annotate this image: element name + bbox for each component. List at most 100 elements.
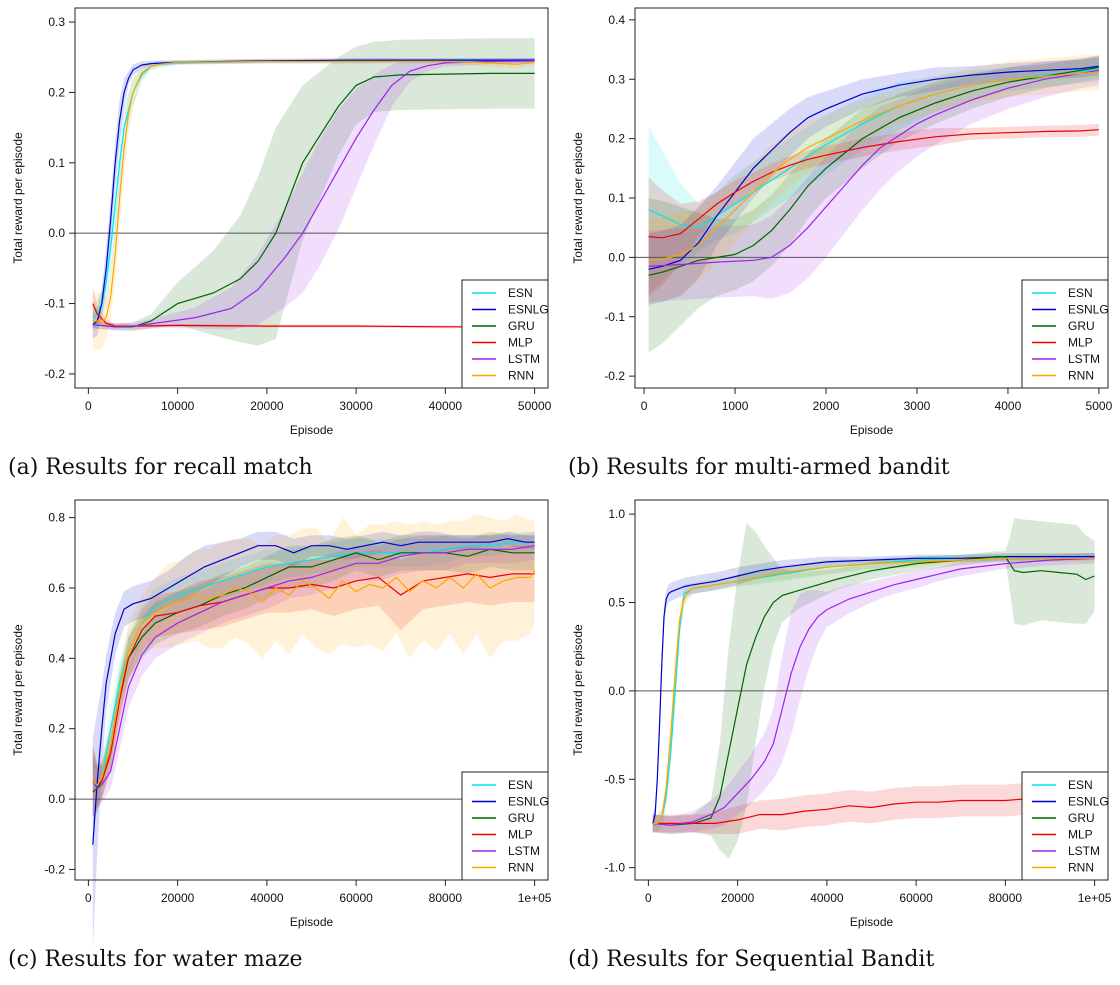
- legend: ESN ESNLG GRU MLP LSTM RNN: [461, 279, 549, 389]
- x-tick-label: 80000: [989, 891, 1023, 905]
- band-esn: [92, 531, 535, 817]
- legend-label-esnlg: ESNLG: [1068, 795, 1109, 809]
- y-tick-label: -0.1: [44, 297, 65, 311]
- legend-box: [1021, 771, 1109, 881]
- y-tick-label: 0.2: [48, 85, 65, 99]
- y-tick-label: -0.5: [604, 772, 625, 786]
- legend-label-esnlg: ESNLG: [508, 303, 549, 317]
- series-lines: [652, 555, 1095, 826]
- band-esnlg: [652, 553, 1095, 833]
- legend-label-esnlg: ESNLG: [1068, 303, 1109, 317]
- panel-c: 0 20000 40000 60000 80000 1e+05 -0.2 0.0 0.2 0.4 0…: [0, 492, 560, 984]
- x-tick-label: 80000: [429, 891, 463, 905]
- x-tick-label: 4000: [995, 399, 1022, 413]
- plot-frame: [74, 7, 549, 389]
- series-line-mlp: [648, 129, 1099, 239]
- legend-box: [1021, 279, 1109, 389]
- x-tick-label: 0: [641, 399, 648, 413]
- legend-label-lstm: LSTM: [508, 352, 540, 366]
- legend-label-esn: ESN: [1068, 778, 1093, 792]
- y-axis-title: Total reward per episode: [11, 624, 25, 756]
- band-lstm: [92, 58, 535, 331]
- y-tick-label: 0.8: [48, 511, 65, 525]
- y-tick-label: 0.0: [48, 792, 65, 806]
- y-tick-label: 0.0: [48, 226, 65, 240]
- y-tick-label: -0.2: [44, 367, 65, 381]
- band-gru: [92, 38, 535, 346]
- x-tick-label: 2000: [813, 399, 840, 413]
- y-tick-label: 0.6: [48, 581, 65, 595]
- chart-a: 0 10000 20000 30000 40000 50000 -0.2 -0.1 0.0 0.1…: [11, 7, 552, 437]
- series-line-mlp: [92, 303, 535, 328]
- legend: ESN ESNLG GRU MLP LSTM RNN: [1021, 279, 1109, 389]
- band-esn: [92, 58, 535, 332]
- series-line-rnn: [92, 570, 536, 786]
- legend-box: [461, 771, 549, 881]
- legend-label-rnn: RNN: [508, 861, 534, 875]
- series-line-esnlg: [648, 65, 1099, 270]
- confidence-bands: [92, 38, 535, 350]
- x-tick-label: 50000: [518, 399, 552, 413]
- x-tick-label: 3000: [904, 399, 931, 413]
- y-tick-label: -0.1: [604, 310, 625, 324]
- band-rnn: [92, 58, 535, 350]
- x-tick-label: 0: [85, 399, 92, 413]
- confidence-bands: [92, 514, 535, 951]
- legend-label-mlp: MLP: [1068, 336, 1093, 350]
- band-rnn: [92, 514, 535, 817]
- legend-box: [461, 279, 549, 389]
- y-tick-label: 0.3: [48, 15, 65, 29]
- y-tick-label: 0.4: [608, 13, 625, 27]
- caption-b: (b) Results for multi-armed bandit: [568, 455, 950, 480]
- y-axis-title: Total reward per episode: [571, 624, 585, 756]
- legend-label-mlp: MLP: [508, 336, 533, 350]
- y-tick-label: 0.2: [608, 132, 625, 146]
- caption-a: (a) Results for recall match: [8, 455, 313, 480]
- series-line-esnlg: [652, 555, 1095, 824]
- y-tick-label: -1.0: [604, 861, 625, 875]
- band-esn: [648, 57, 1099, 293]
- series-line-gru: [652, 555, 1095, 826]
- band-lstm: [648, 55, 1099, 302]
- legend-label-esnlg: ESNLG: [508, 795, 549, 809]
- chart-c: 0 20000 40000 60000 80000 1e+05 -0.2 0.0 0.2 0.4 0…: [11, 499, 552, 951]
- legend-label-gru: GRU: [1068, 319, 1095, 333]
- x-axis-title: Episode: [290, 423, 334, 437]
- y-tick-label: 0.5: [608, 596, 625, 610]
- x-tick-label: 0: [85, 891, 92, 905]
- legend-label-lstm: LSTM: [1068, 844, 1100, 858]
- chart-b: 0 1000 2000 3000 4000 5000 -0.2 -0.1 0.0 0.1 0.2 0.…: [571, 7, 1113, 437]
- y-tick-label: 0.0: [608, 250, 625, 264]
- caption-d: (d) Results for Sequential Bandit: [568, 947, 935, 972]
- band-lstm: [92, 531, 535, 817]
- legend-label-lstm: LSTM: [508, 844, 540, 858]
- y-axis-title: Total reward per episode: [11, 132, 25, 264]
- panel-a: 0 10000 20000 30000 40000 50000 -0.2 -0.1 0.0 0.1…: [0, 0, 560, 492]
- x-tick-label: 40000: [810, 891, 844, 905]
- legend-label-gru: GRU: [1068, 811, 1095, 825]
- legend-label-esn: ESN: [508, 286, 533, 300]
- band-rnn: [648, 54, 1099, 302]
- y-tick-label: 1.0: [608, 507, 625, 521]
- x-tick-label: 30000: [339, 399, 373, 413]
- x-tick-label: 1e+05: [518, 891, 552, 905]
- x-tick-label: 20000: [721, 891, 755, 905]
- series-line-lstm: [92, 545, 535, 790]
- x-tick-label: 20000: [161, 891, 195, 905]
- caption-c: (c) Results for water maze: [8, 947, 303, 972]
- legend-label-esn: ESN: [1068, 286, 1093, 300]
- y-tick-label: 0.2: [48, 722, 65, 736]
- y-tick-label: 0.1: [608, 191, 625, 205]
- x-tick-label: 0: [645, 891, 652, 905]
- confidence-bands: [648, 54, 1099, 353]
- band-gru: [652, 517, 1095, 859]
- series-line-rnn: [648, 71, 1099, 261]
- x-tick-label: 40000: [250, 891, 284, 905]
- x-tick-label: 60000: [899, 891, 933, 905]
- y-tick-label: 0.3: [608, 72, 625, 86]
- legend-label-gru: GRU: [508, 319, 535, 333]
- x-axis-title: Episode: [290, 915, 334, 929]
- panel-d: 0 20000 40000 60000 80000 1e+05 -1.0 -0.5 0.0 0.5…: [560, 492, 1120, 984]
- x-tick-label: 40000: [429, 399, 463, 413]
- band-mlp: [92, 545, 535, 817]
